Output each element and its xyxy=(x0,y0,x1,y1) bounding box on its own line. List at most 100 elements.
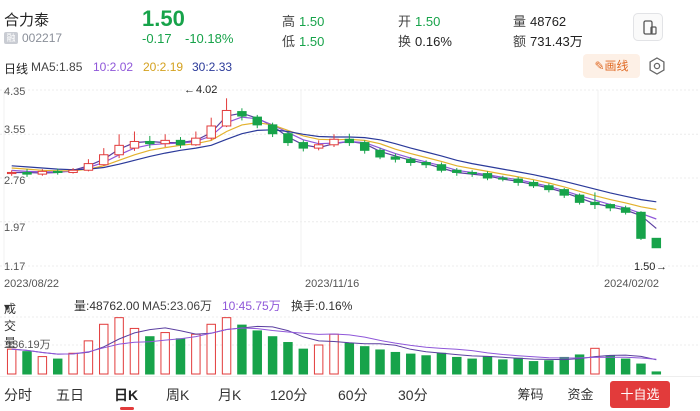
volume-y-tick-label: 136.19万 xyxy=(6,339,51,351)
volume-bar xyxy=(329,333,339,375)
amount-stat: 额 731.43万 xyxy=(513,34,583,49)
volume-bar xyxy=(175,338,186,375)
candle-body xyxy=(237,111,247,117)
candle-body xyxy=(37,170,48,175)
kline-chart[interactable]: 4.35 3.55 2.76 1.97 1.17 2023/08/22 2023… xyxy=(0,80,700,294)
volume-bar xyxy=(206,323,216,375)
candle-body xyxy=(359,142,370,151)
x-tick-label: 2024/02/02 xyxy=(604,278,659,290)
candle-body xyxy=(160,139,170,145)
volume-bar xyxy=(620,358,631,375)
volume-bar xyxy=(83,340,94,375)
candle-body xyxy=(329,138,339,146)
last-price-marker-label: 1.50 xyxy=(634,261,655,273)
volume-bar xyxy=(313,344,324,375)
add-watchlist-button[interactable]: 十自选 xyxy=(610,381,670,408)
ma-line-ma5 xyxy=(11,112,657,229)
period-label[interactable]: 日线 xyxy=(4,62,29,76)
volume-turnover: 换手:0.16% xyxy=(291,299,353,313)
landscape-toggle-button[interactable] xyxy=(633,13,663,41)
draw-line-button[interactable]: ✎画线 xyxy=(583,54,640,78)
candle-body xyxy=(99,154,109,166)
ma-line-ma10 xyxy=(11,116,657,220)
low-stat: 低 1.50 xyxy=(282,34,325,49)
settings-gear-icon[interactable] xyxy=(648,57,666,75)
candle-body xyxy=(406,158,416,164)
volume-bar xyxy=(22,351,32,375)
volume-bar xyxy=(145,336,155,375)
period-tab-bar: 分时 五日 日K 周K 月K 120分 60分 30分 筹码 资金 十自选 xyxy=(0,376,700,411)
candle-body xyxy=(252,116,262,126)
volume-bar xyxy=(513,357,523,375)
candle-body xyxy=(559,189,569,196)
volume-bar xyxy=(544,360,554,375)
volume-bar xyxy=(406,353,416,375)
candle-body xyxy=(114,144,124,156)
ma10-value: 10:2.02 xyxy=(93,60,134,74)
volume-bar xyxy=(221,317,232,375)
tab-intraday[interactable]: 分时 xyxy=(4,387,32,403)
tab-five-day[interactable]: 五日 xyxy=(56,387,84,403)
high-stat: 高 1.50 xyxy=(282,14,325,29)
volume-bar xyxy=(375,349,385,375)
price-change-pct: -10.18% xyxy=(185,31,234,46)
fund-flow-button[interactable]: 资金 xyxy=(567,387,594,402)
tab-120min[interactable]: 120分 xyxy=(270,387,308,403)
last-price-marker-arrow: → xyxy=(656,261,667,273)
volume-ma-line xyxy=(11,325,657,361)
high-marker-label: 4.02 xyxy=(196,84,217,96)
volume-bar xyxy=(114,317,124,375)
volume-bar xyxy=(283,342,293,375)
candle-body xyxy=(344,138,355,144)
volume-bar xyxy=(99,323,109,375)
volume-bar xyxy=(467,358,477,375)
x-tick-label: 2023/08/22 xyxy=(4,278,59,290)
volume-bar xyxy=(651,371,662,375)
ma30-value: 30:2.33 xyxy=(192,60,233,74)
stock-code: 002217 xyxy=(22,31,63,45)
tab-30min[interactable]: 30分 xyxy=(398,387,428,403)
pencil-icon: ✎ xyxy=(594,59,605,73)
candle-body xyxy=(6,171,17,175)
volume-bar xyxy=(498,359,508,375)
tab-daily-k[interactable]: 日K xyxy=(114,387,139,403)
volume-bar xyxy=(129,327,140,375)
rotate-screen-icon xyxy=(643,20,657,35)
candle-body xyxy=(129,140,140,149)
price-change: -0.17 xyxy=(142,31,172,46)
volume-chart[interactable]: 136.19万 xyxy=(0,312,700,376)
tab-weekly-k[interactable]: 周K xyxy=(166,387,190,403)
y-tick-label: 3.55 xyxy=(4,124,25,136)
volume-stat: 量 48762 xyxy=(513,14,567,29)
volume-bar xyxy=(53,358,63,375)
candle-body xyxy=(191,137,201,146)
tab-60min[interactable]: 60分 xyxy=(338,387,368,403)
volume-bar xyxy=(528,361,539,375)
volume-bar xyxy=(344,342,355,375)
candle-body xyxy=(651,237,662,249)
volume-bar xyxy=(191,333,201,375)
y-tick-label: 1.17 xyxy=(4,261,25,273)
candle-body xyxy=(206,125,216,139)
y-tick-label: 4.35 xyxy=(4,86,25,98)
candle-body xyxy=(68,169,78,173)
volume-bar xyxy=(452,356,462,375)
turnover-stat: 换 0.16% xyxy=(398,34,452,49)
tab-monthly-k[interactable]: 月K xyxy=(218,387,242,403)
chip-distribution-button[interactable]: 筹码 xyxy=(517,387,544,402)
volume-bar xyxy=(574,354,585,375)
volume-bar xyxy=(605,355,616,375)
candle-body xyxy=(83,163,94,171)
candle-body xyxy=(221,109,232,127)
volume-bar xyxy=(252,330,262,375)
y-tick-label: 2.76 xyxy=(4,175,25,187)
x-tick-label: 2023/11/16 xyxy=(305,278,359,290)
candle-body xyxy=(283,133,293,144)
volume-ma5: MA5:23.06万 xyxy=(142,299,213,313)
volume-bar xyxy=(436,352,447,375)
volume-bar xyxy=(359,346,370,375)
candle-body xyxy=(513,178,523,183)
candle-body xyxy=(620,207,631,213)
volume-bar xyxy=(390,351,401,375)
candle-body xyxy=(375,149,385,158)
